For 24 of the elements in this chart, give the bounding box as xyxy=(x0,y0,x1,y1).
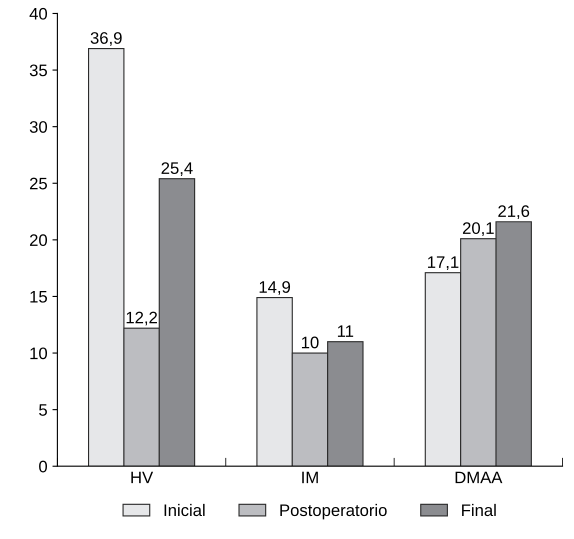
data-label: 14,9 xyxy=(260,281,290,295)
data-label: 20,1 xyxy=(462,222,494,236)
x-tick-label: IM xyxy=(302,472,318,484)
y-tick-label: 20 xyxy=(30,234,48,246)
x-tick-label: HV xyxy=(131,472,154,484)
y-tick-label: 25 xyxy=(30,178,47,190)
x-tick-label: DMAA xyxy=(456,472,502,484)
legend-label: Final xyxy=(462,504,496,516)
y-tick-label: 15 xyxy=(30,291,47,303)
data-label: 10 xyxy=(302,336,319,348)
legend-label: Postoperatorio xyxy=(280,504,387,520)
y-tick-label: 30 xyxy=(30,121,48,133)
data-label: 36,9 xyxy=(90,32,122,46)
data-label: 12,2 xyxy=(126,312,157,326)
y-tick-label: 40 xyxy=(30,8,48,20)
y-tick-label: 35 xyxy=(30,64,47,76)
y-tick-label: 10 xyxy=(30,347,48,360)
data-label: 11 xyxy=(338,325,354,337)
y-tick-label: 0 xyxy=(39,460,48,472)
data-label: 17,1 xyxy=(428,256,458,270)
data-label: 25,4 xyxy=(162,162,193,176)
data-label: 21,6 xyxy=(498,205,530,220)
legend-label: Inicial xyxy=(164,504,205,516)
y-tick-label: 5 xyxy=(39,404,47,416)
